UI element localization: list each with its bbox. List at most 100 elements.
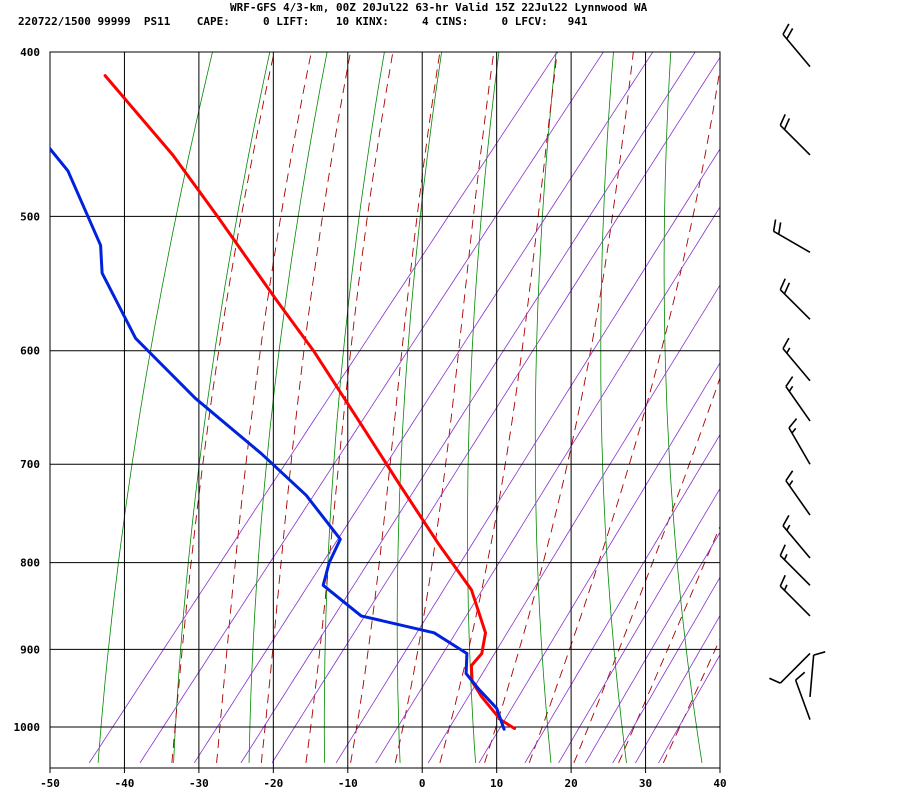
dry-adiabat — [663, 52, 703, 763]
dry-adiabat — [467, 52, 500, 763]
barb-flag — [795, 671, 806, 681]
dry-adiabat — [534, 52, 557, 763]
mixing-ratio-line — [524, 433, 720, 764]
y-tick-label: 600 — [20, 345, 40, 358]
barb-flag — [782, 23, 790, 35]
barb-flag — [783, 553, 788, 561]
y-tick-label: 800 — [20, 557, 40, 570]
dry-adiabat — [843, 14, 900, 763]
barb-flag — [783, 118, 791, 130]
barb-staff — [779, 124, 811, 156]
barb-flag — [786, 347, 791, 354]
barb-flag — [786, 28, 794, 40]
barb-flag — [786, 524, 791, 531]
barb-staff — [773, 230, 811, 254]
dry-adiabat — [785, 14, 853, 763]
moist-adiabat — [573, 376, 720, 764]
x-tick-label: -10 — [338, 777, 358, 790]
barb-flag — [783, 282, 791, 295]
mixing-ratio-line — [612, 576, 720, 764]
barb-staff — [779, 289, 811, 320]
wind-barb — [779, 278, 811, 320]
x-tick-label: -30 — [189, 777, 209, 790]
y-tick-label: 500 — [20, 210, 40, 223]
wind-barb — [779, 574, 811, 617]
dry-adiabat — [323, 52, 385, 763]
barb-staff — [788, 427, 811, 465]
barb-flag — [782, 514, 790, 527]
wind-barb — [785, 376, 811, 422]
barb-flag — [788, 418, 798, 429]
dewpoint-profile — [50, 146, 506, 731]
y-tick-label: 1000 — [14, 721, 41, 734]
moist-adiabat — [394, 52, 495, 763]
x-tick-label: 30 — [639, 777, 652, 790]
mixing-ratio-line — [585, 531, 720, 764]
x-tick-label: 20 — [564, 777, 577, 790]
dry-adiabat — [725, 14, 777, 763]
barb-staff — [779, 585, 811, 617]
mixing-ratio-line — [478, 362, 720, 764]
moist-adiabat — [350, 52, 441, 763]
y-tick-label: 700 — [20, 458, 40, 471]
barb-staff — [809, 655, 815, 697]
mixing-ratio-line — [139, 52, 604, 764]
wind-barb — [788, 418, 811, 465]
mixing-ratio-line — [427, 284, 720, 764]
dry-adiabat — [97, 52, 213, 763]
x-tick-label: 40 — [713, 777, 726, 790]
mixing-ratio-line — [658, 654, 720, 764]
wind-barb — [782, 337, 811, 382]
barb-flag — [788, 480, 794, 486]
moist-adiabat — [662, 638, 720, 764]
barb-flag — [813, 651, 826, 656]
barb-flag — [779, 574, 786, 587]
barb-staff — [782, 33, 811, 68]
barb-flag — [779, 278, 786, 290]
x-tick-label: -20 — [263, 777, 283, 790]
plot-frame — [49, 51, 721, 769]
barb-staff — [779, 652, 811, 684]
moist-adiabat — [528, 65, 720, 764]
mixing-ratio-line — [240, 52, 696, 764]
wind-barb — [794, 671, 811, 720]
barb-flag — [769, 677, 781, 684]
barb-staff — [782, 525, 811, 559]
barb-staff — [794, 679, 811, 720]
moist-adiabat — [305, 52, 394, 763]
y-tick-label: 900 — [20, 643, 40, 656]
barb-flag — [791, 427, 797, 434]
mixing-ratio-line — [193, 52, 654, 764]
moist-adiabat — [484, 52, 634, 764]
barb-flag — [788, 385, 794, 392]
mixing-ratio-line — [271, 56, 720, 764]
moist-adiabat — [171, 52, 275, 763]
barb-staff — [779, 555, 811, 586]
wind-barb — [785, 470, 811, 516]
mixing-ratio-line — [558, 487, 720, 764]
chart-title: WRF-GFS 4/3-km, 00Z 20Jul22 63-hr Valid … — [230, 1, 648, 14]
barb-flag — [785, 470, 794, 482]
barb-staff — [785, 480, 811, 516]
barb-staff — [782, 348, 811, 382]
dry-adiabat — [600, 52, 627, 763]
wind-barb — [782, 23, 811, 68]
x-tick-label: -50 — [40, 777, 60, 790]
x-tick-label: 10 — [490, 777, 503, 790]
moist-adiabat — [260, 52, 351, 763]
barb-flag — [777, 222, 782, 235]
barb-flag — [785, 376, 794, 387]
dry-adiabat — [173, 52, 271, 763]
x-tick-label: 0 — [419, 777, 426, 790]
wind-barb — [772, 219, 811, 254]
moist-adiabat — [439, 52, 558, 764]
sounding-indices: 220722/1500 99999 PS11 CAPE: 0 LIFT: 10 … — [18, 15, 588, 28]
wind-barb — [769, 652, 811, 684]
moist-adiabat — [618, 525, 720, 764]
barb-flag — [782, 337, 790, 349]
mixing-ratio-line — [335, 148, 720, 764]
barb-flag — [779, 113, 786, 126]
y-tick-label: 400 — [20, 46, 40, 59]
dry-adiabat — [396, 52, 443, 763]
